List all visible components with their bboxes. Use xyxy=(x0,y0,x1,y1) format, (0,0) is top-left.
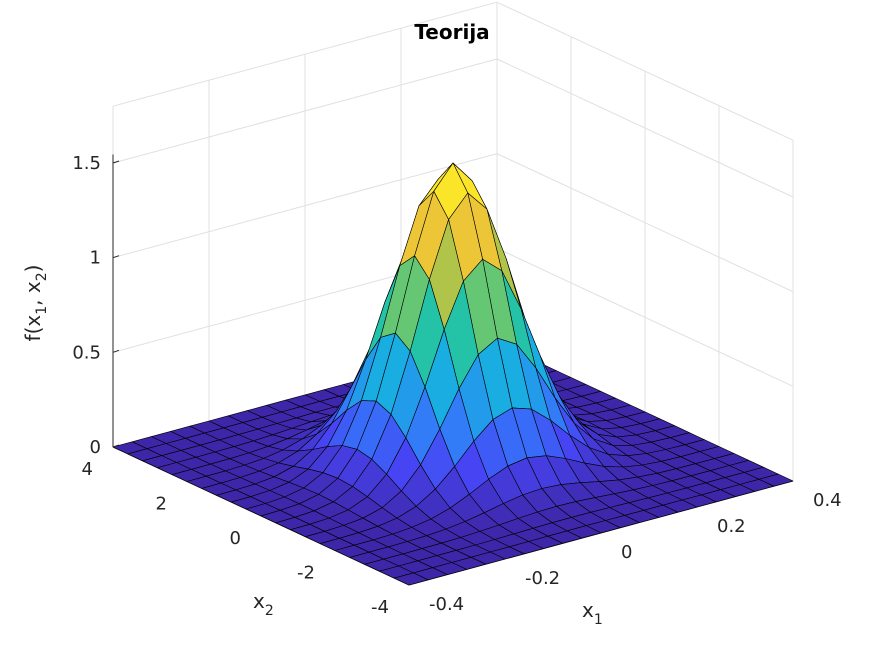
x-axis-label: x1 xyxy=(582,598,603,628)
surface-mesh xyxy=(112,162,794,586)
z-tick-mark xyxy=(112,349,120,353)
surface-patch xyxy=(393,572,429,586)
z-tick-label: 0 xyxy=(90,437,101,458)
chart-title: Teorija xyxy=(414,20,489,44)
x-axis-label-sub: 1 xyxy=(594,612,603,628)
x-tick-label: 0.4 xyxy=(813,490,842,511)
y-tick-label: 4 xyxy=(82,459,93,480)
x-tick-label: -0.2 xyxy=(525,568,560,589)
x-axis-label-base: x xyxy=(582,598,594,622)
y-tick-label: 2 xyxy=(156,494,167,515)
y-axis-label-base: x xyxy=(253,589,265,613)
x-tick-label: -0.4 xyxy=(429,594,464,615)
z-tick-label: 0.5 xyxy=(72,342,101,363)
x-tick-label: 0 xyxy=(621,542,632,563)
y-tick-label: -4 xyxy=(371,597,389,618)
z-tick-label: 1.5 xyxy=(72,153,101,174)
x-tick-label: 0.2 xyxy=(717,516,746,537)
z-axis-label: f(x1, x2) xyxy=(21,265,50,342)
y-axis-label-sub: 2 xyxy=(265,603,274,619)
z-tick-mark xyxy=(112,255,120,259)
z-tick-mark xyxy=(112,160,120,164)
y-axis-label: x2 xyxy=(253,589,274,619)
y-tick-label: 0 xyxy=(230,528,241,549)
grid-line xyxy=(112,1,498,107)
y-tick-label: -2 xyxy=(297,563,315,584)
z-tick-mark xyxy=(112,444,120,448)
z-tick-label: 1 xyxy=(90,248,101,269)
grid-line xyxy=(496,1,794,141)
